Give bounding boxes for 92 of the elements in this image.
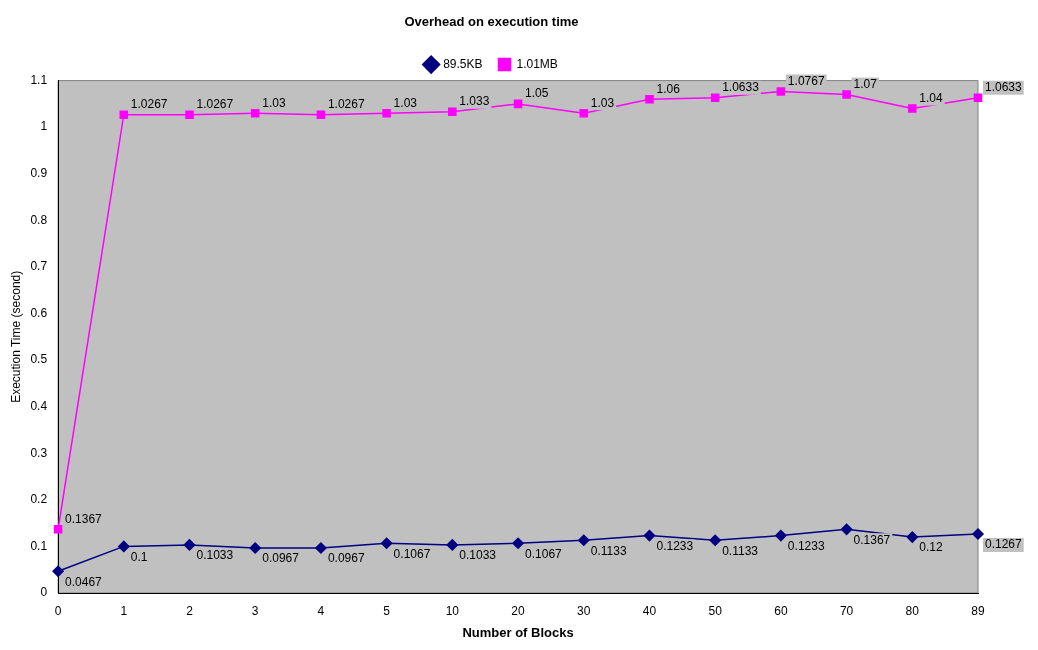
data-label: 1.033 — [459, 94, 490, 109]
point — [645, 94, 654, 104]
data-label: 1.07 — [853, 76, 878, 91]
x-tick-label: 70 — [839, 603, 854, 618]
y-tick-label: 0.2 — [30, 492, 48, 507]
data-label: 0.1367 — [853, 532, 891, 547]
data-label: 0.1067 — [525, 546, 563, 561]
x-tick-label: 40 — [642, 603, 657, 618]
y-axis-title: Execution Time (second) — [8, 270, 23, 403]
y-tick-label: 1 — [40, 119, 48, 134]
data-label: 1.0633 — [985, 80, 1023, 95]
data-label: 1.05 — [525, 86, 549, 101]
y-tick-label: 0.6 — [30, 305, 48, 320]
y-tick-label: 0.3 — [30, 445, 48, 460]
x-tick-label: 80 — [905, 603, 920, 618]
point — [382, 108, 391, 118]
point — [119, 110, 129, 120]
point — [579, 108, 589, 118]
point — [840, 523, 853, 536]
chart-title: Overhead on execution time — [404, 14, 579, 30]
data-label: 0.12 — [919, 540, 943, 555]
data-label: 1.03 — [393, 95, 418, 110]
point — [53, 525, 63, 534]
legend-label: 1.01MB — [516, 56, 558, 71]
x-tick-label: 1 — [120, 603, 128, 618]
y-tick-label: 0.7 — [30, 259, 48, 274]
data-label: 1.0267 — [196, 97, 234, 112]
point — [709, 534, 721, 546]
y-tick-label: 0.1 — [30, 538, 48, 553]
data-label: 0.1233 — [787, 538, 825, 553]
data-label: 0.1133 — [722, 543, 759, 558]
point — [908, 104, 917, 113]
y-tick-label: 0.9 — [30, 166, 48, 181]
data-label: 0.1 — [130, 549, 148, 564]
data-label: 0.0967 — [327, 551, 365, 566]
data-label: 0.1267 — [985, 537, 1023, 552]
y-tick-label: 0 — [40, 585, 48, 600]
point — [906, 531, 919, 543]
x-axis-title: Number of Blocks — [462, 624, 574, 640]
point — [183, 539, 196, 551]
x-tick-label: 4 — [317, 603, 325, 618]
x-tick-label: 30 — [577, 603, 591, 618]
x-tick-label: 0 — [54, 603, 62, 618]
point — [578, 534, 590, 546]
data-label: 1.03 — [262, 95, 286, 110]
x-tick-label: 5 — [383, 603, 391, 618]
x-tick-label: 10 — [445, 603, 460, 618]
point — [775, 529, 787, 542]
data-label: 0.1367 — [65, 511, 103, 526]
data-label: 1.0267 — [327, 97, 365, 112]
point — [513, 99, 523, 109]
point — [118, 540, 130, 553]
point — [512, 537, 524, 550]
data-label: 0.0967 — [262, 551, 300, 566]
point — [842, 90, 851, 99]
point — [973, 93, 983, 102]
legend-label: 89.5KB — [443, 56, 483, 71]
data-label: 0.1133 — [590, 543, 627, 558]
point — [710, 93, 720, 102]
data-label: 1.0633 — [722, 80, 760, 95]
x-tick-label: 89 — [971, 603, 985, 618]
data-label: 1.04 — [919, 90, 943, 105]
point — [972, 528, 984, 540]
x-tick-label: 20 — [511, 603, 526, 618]
x-tick-label: 2 — [186, 603, 194, 618]
point — [315, 542, 327, 554]
data-label: 0.1033 — [459, 548, 497, 563]
point — [316, 110, 326, 120]
x-tick-label: 3 — [251, 603, 259, 618]
point — [250, 108, 260, 118]
data-label: 1.03 — [590, 95, 615, 110]
y-tick-label: 0.8 — [30, 212, 48, 227]
data-label: 0.1033 — [196, 548, 234, 563]
y-tick-label: 0.4 — [30, 398, 48, 413]
point — [448, 107, 457, 117]
y-tick-label: 1.1 — [30, 72, 48, 87]
point — [249, 542, 261, 554]
point — [185, 110, 194, 120]
x-tick-label: 60 — [774, 603, 788, 618]
data-label: 1.0767 — [787, 73, 825, 88]
point — [446, 539, 459, 551]
point — [380, 537, 393, 550]
data-label: 0.0467 — [65, 574, 103, 589]
data-label: 1.0267 — [130, 97, 168, 112]
y-tick-label: 0.5 — [30, 352, 48, 367]
point — [52, 565, 64, 577]
data-label: 0.1233 — [656, 538, 694, 553]
data-label: 0.1067 — [393, 546, 431, 561]
data-label: 1.06 — [656, 81, 681, 96]
x-tick-label: 50 — [708, 603, 723, 618]
point — [776, 87, 786, 96]
point — [643, 529, 656, 542]
